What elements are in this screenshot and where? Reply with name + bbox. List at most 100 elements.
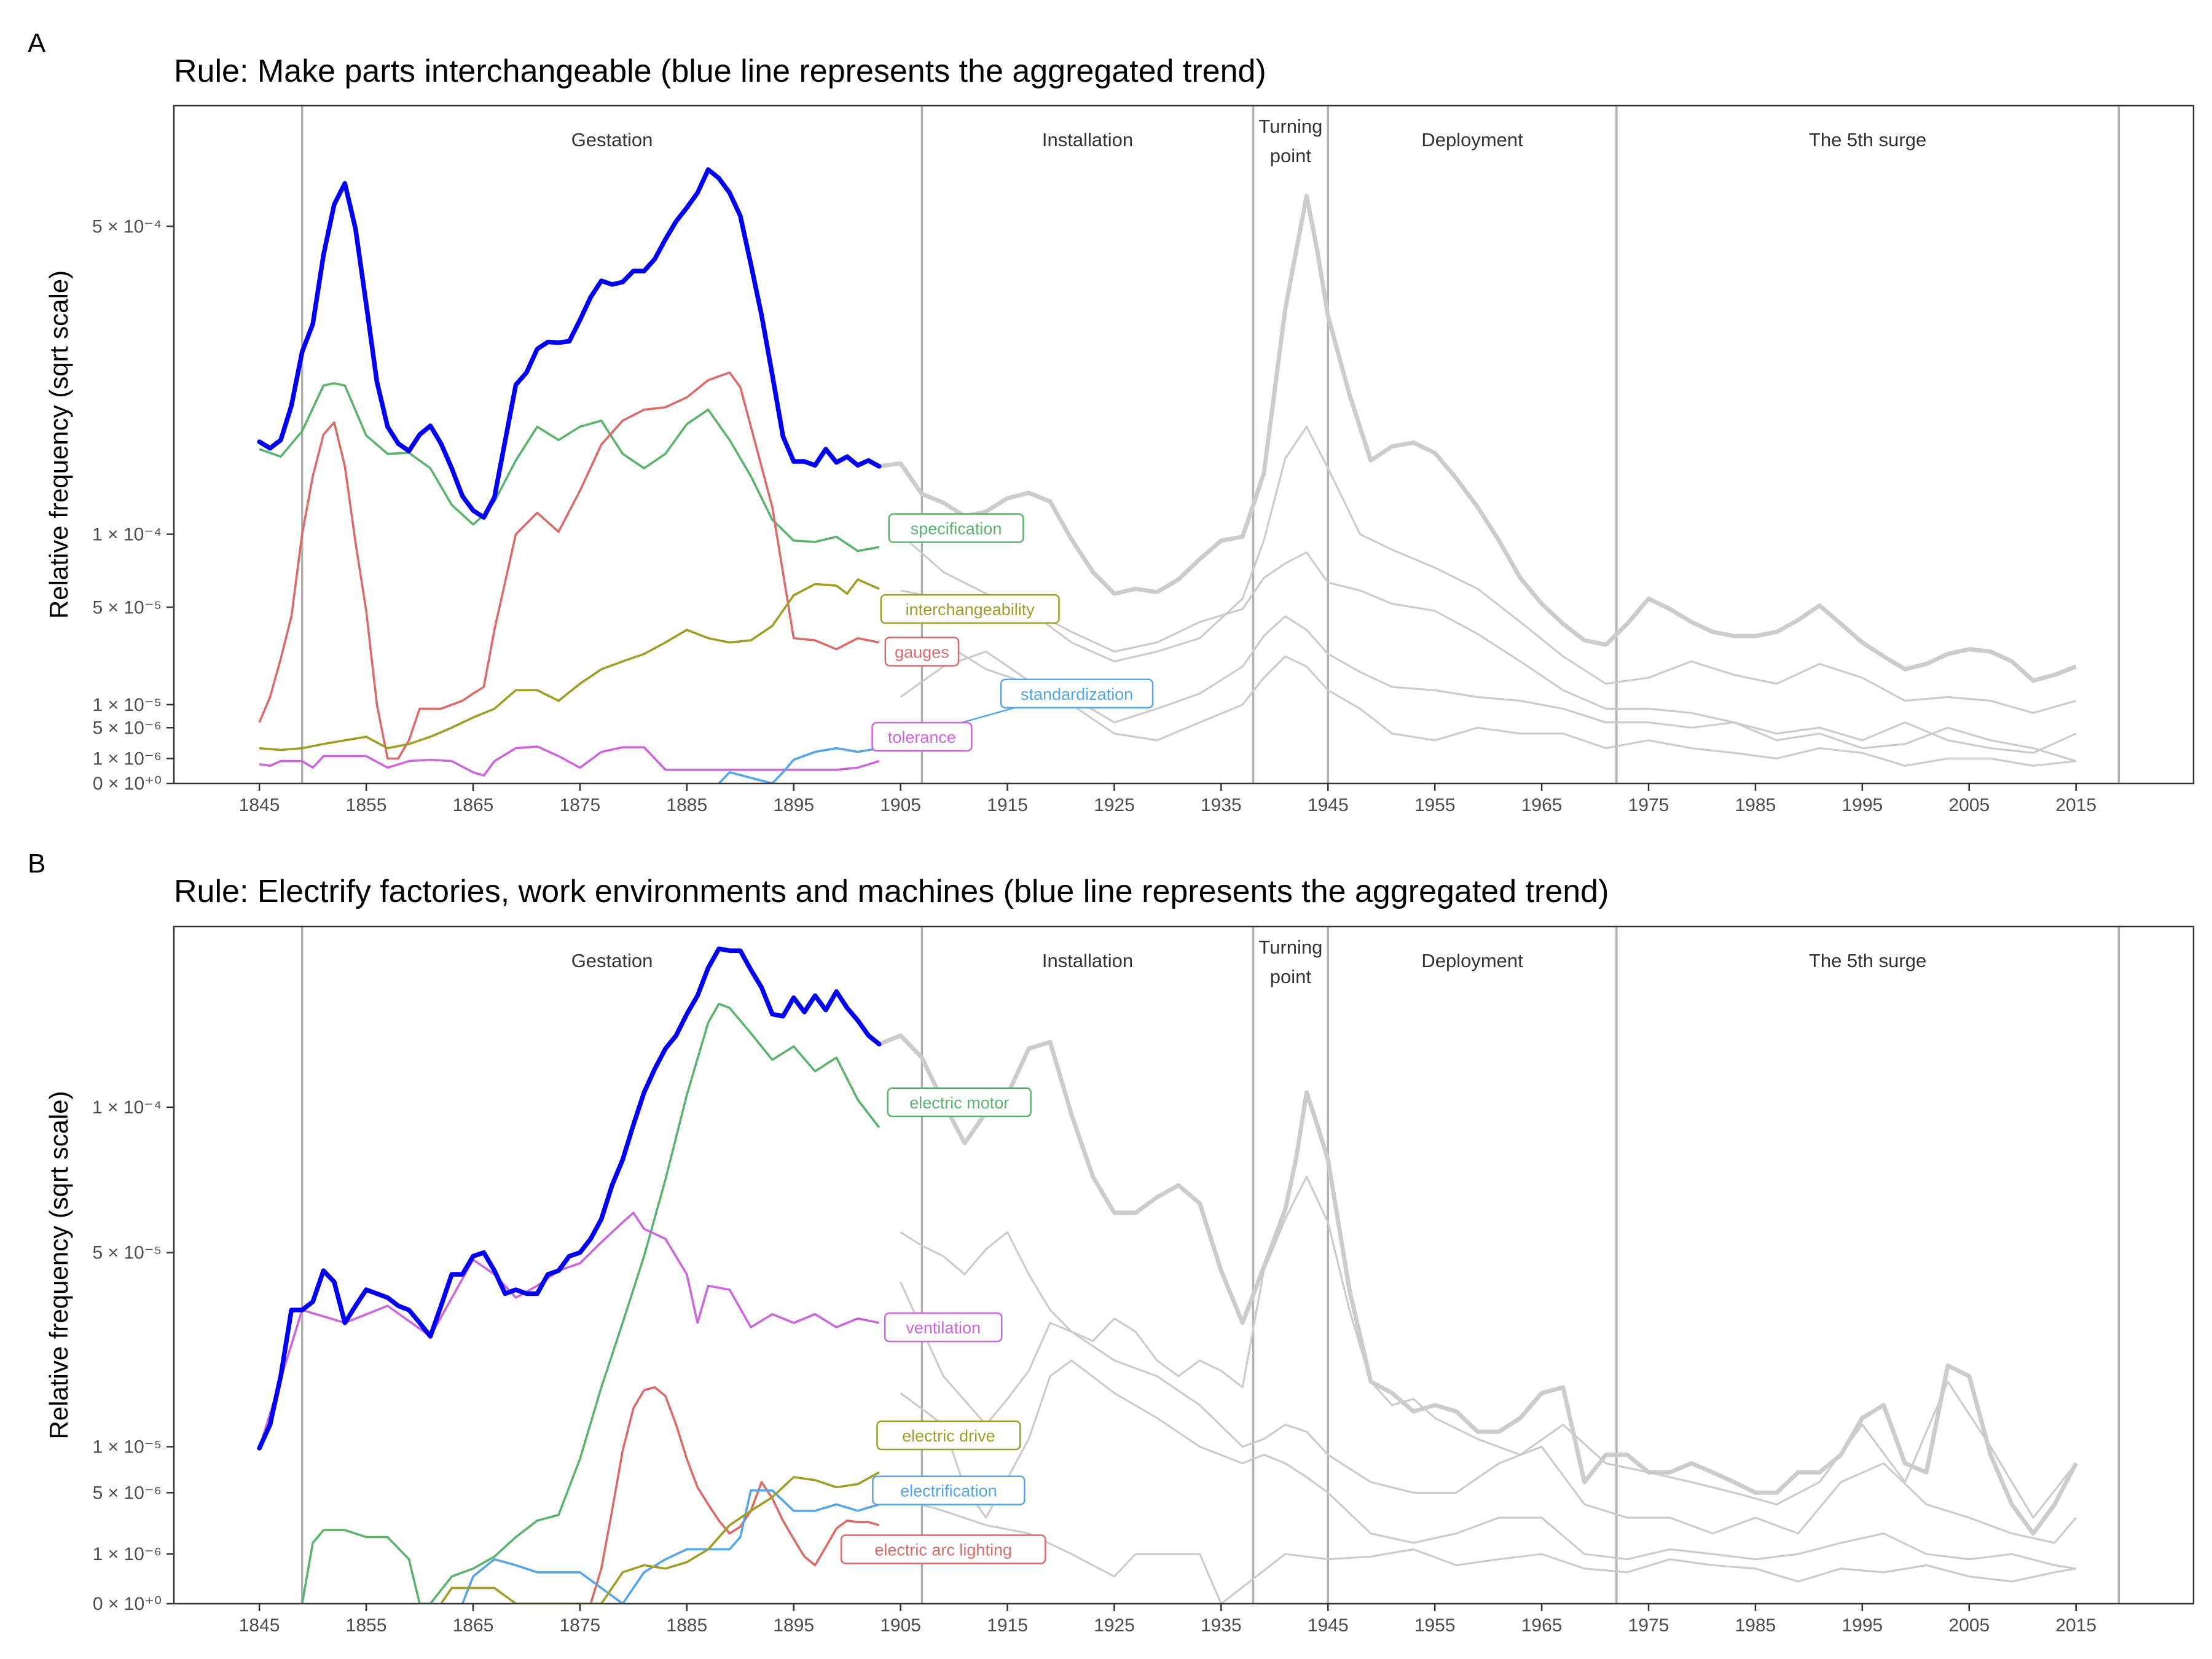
background-series-line [900, 551, 2077, 754]
series-line-gauges [258, 371, 880, 760]
series-label-box [884, 637, 960, 667]
x-tick-label: 1925 [1094, 795, 1135, 815]
phase-label: Deployment [1421, 950, 1523, 971]
y-tick-label: 0 × 10⁺⁰ [93, 1594, 162, 1614]
series-label-box [872, 1475, 1026, 1505]
x-tick-label: 1905 [880, 795, 921, 815]
phase-label: The 5th surge [1809, 950, 1926, 971]
x-tick-label: 1855 [346, 1615, 387, 1636]
x-tick-label: 1885 [666, 795, 707, 815]
series-label-box [840, 1534, 1046, 1564]
background-series-line [900, 615, 2077, 763]
series-line-standardization [718, 747, 880, 783]
x-tick-label: 1865 [453, 1615, 494, 1636]
x-tick-label: 1975 [1628, 1615, 1669, 1636]
background-series-line [900, 1497, 2076, 1604]
x-tick-label: 1865 [453, 795, 494, 815]
phase-label: Installation [1042, 129, 1133, 151]
x-tick-label: 1935 [1201, 1615, 1242, 1636]
y-tick-label: 1 × 10⁻⁴ [92, 1097, 162, 1118]
series-label-box [887, 1087, 1032, 1118]
y-axis-label: Relative frequency (sqrt scale) [44, 270, 73, 619]
chart-title: Rule: Electrify factories, work environm… [174, 874, 1609, 909]
series-label: electrification [872, 1475, 1026, 1505]
series-line-interchangeability [259, 578, 880, 751]
series-label: tolerance [871, 721, 973, 752]
series-line-electric-arc-lighting [589, 1386, 880, 1604]
phase-label: point [1270, 966, 1312, 987]
background-series-line [900, 1359, 2076, 1570]
y-tick-label: 5 × 10⁻⁵ [92, 597, 162, 618]
x-tick-label: 1995 [1841, 1615, 1883, 1636]
phase-label: The 5th surge [1809, 129, 1926, 151]
series-line-electric-drive [440, 1471, 880, 1604]
series-label-text: electric arc lighting [874, 1540, 1012, 1559]
series-label: ventilation [884, 1312, 1003, 1343]
series-label-box [888, 513, 1024, 543]
x-tick-label: 1975 [1628, 795, 1669, 815]
x-tick-label: 2005 [1948, 1615, 1990, 1636]
background-series-line [900, 1175, 2077, 1519]
x-tick-label: 1945 [1308, 795, 1349, 815]
y-tick-label: 5 × 10⁻⁵ [92, 1243, 162, 1263]
plot-area: Gestation Installation Turning point Deploym… [257, 106, 2120, 783]
phase-label: point [1270, 145, 1312, 167]
series-label: gauges [884, 637, 960, 667]
x-tick-label: 2005 [1948, 795, 1990, 815]
aggregate-continuation-line [879, 194, 2077, 683]
x-tick-label: 1845 [239, 1615, 280, 1636]
series-label: electric arc lighting [840, 1534, 1046, 1564]
phase-label: Gestation [571, 950, 653, 971]
series-label-text: gauges [895, 643, 949, 661]
series-label-text: standardization [1021, 685, 1133, 704]
x-tick-label: 1905 [880, 1615, 921, 1636]
series-line-tolerance [259, 745, 880, 777]
x-tick-label: 1985 [1735, 1615, 1776, 1636]
background-series-line [900, 650, 2076, 767]
x-tick-label: 1965 [1521, 1615, 1563, 1636]
aggregate-trend-line [257, 946, 882, 1451]
series-line-ventilation [258, 1212, 880, 1449]
series-label-box [876, 1420, 1021, 1451]
panel-letter: B [28, 849, 45, 879]
x-tick-label: 1885 [666, 1615, 707, 1636]
y-tick-label: 5 × 10⁻⁴ [92, 216, 162, 237]
x-tick-label: 1985 [1735, 795, 1776, 815]
x-tick-label: 1855 [346, 795, 387, 815]
series-label-text: electrification [900, 1482, 997, 1500]
x-tick-label: 1845 [239, 795, 280, 815]
aggregate-trend-line [257, 167, 882, 520]
background-series-line [900, 425, 2077, 714]
series-label-box [1000, 678, 1154, 709]
series-label: interchangeability [880, 594, 1060, 624]
x-tick-label: 1875 [560, 1615, 601, 1636]
background-series-line [900, 1281, 2077, 1544]
series-label-text: interchangeability [906, 600, 1035, 619]
series-line-electrification [461, 1489, 880, 1604]
x-tick-label: 1945 [1308, 1615, 1349, 1636]
series-label-text: specification [911, 520, 1002, 538]
plot-frame [173, 104, 2195, 785]
series-label-box [884, 1312, 1003, 1343]
y-tick-label: 1 × 10⁻⁶ [93, 1544, 162, 1564]
x-tick-label: 1915 [987, 1615, 1028, 1636]
panel-letter: A [28, 28, 46, 58]
series-label-text: electric drive [902, 1427, 995, 1445]
series-label-box [880, 594, 1060, 624]
panel-a: A Rule: Make parts interchangeable (blue … [28, 28, 2195, 815]
x-tick-label: 1895 [773, 1615, 814, 1636]
series-label: standardization [1000, 678, 1154, 709]
x-tick-label: 1935 [1201, 795, 1242, 815]
series-label-text: tolerance [888, 728, 956, 747]
series-label-box [871, 721, 973, 752]
y-tick-label: 1 × 10⁻⁵ [92, 695, 162, 715]
phase-label: Turning [1258, 116, 1322, 137]
series-label: specification [888, 513, 1024, 543]
x-tick-label: 1915 [987, 795, 1028, 815]
aggregate-continuation-line [878, 1033, 2078, 1536]
x-tick-label: 1895 [773, 795, 814, 815]
phase-label: Installation [1042, 950, 1133, 971]
y-tick-label: 5 × 10⁻⁶ [93, 718, 162, 738]
x-tick-label: 1875 [560, 795, 601, 815]
